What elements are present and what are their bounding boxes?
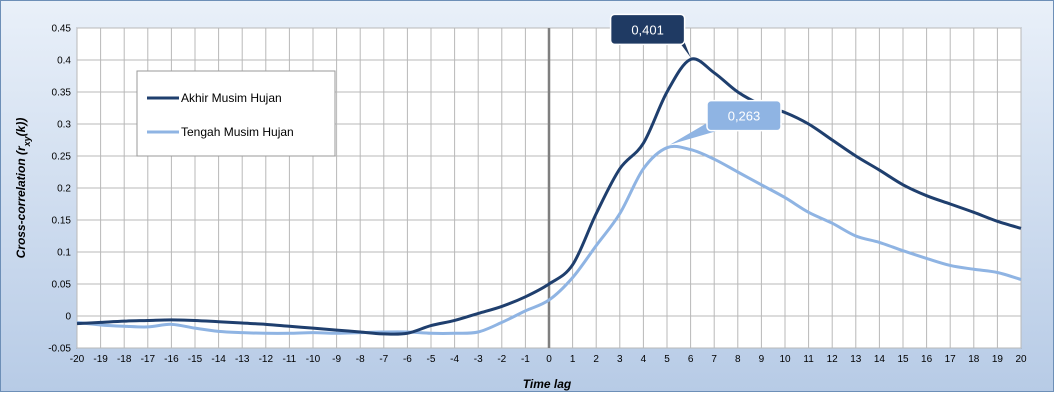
callout-label-1: 0,263 <box>728 109 761 124</box>
x-tick-label: -6 <box>403 354 412 365</box>
y-tick-label: 0.3 <box>57 120 71 131</box>
callout-label-0: 0,401 <box>631 22 664 37</box>
x-tick-label: -8 <box>356 354 365 365</box>
legend-box <box>136 70 336 157</box>
x-tick-label: -1 <box>521 354 530 365</box>
y-tick-label: 0 <box>65 312 71 323</box>
x-tick-label: 9 <box>759 354 765 365</box>
x-tick-label: 4 <box>641 354 647 365</box>
y-tick-label: 0.15 <box>52 216 72 227</box>
x-tick-label: -16 <box>164 354 179 365</box>
callout-box-0 <box>609 13 686 46</box>
y-tick-label: 0.2 <box>57 184 71 195</box>
y-tick-label: 0.25 <box>52 152 72 163</box>
x-tick-label: -7 <box>379 354 388 365</box>
x-tick-label: -11 <box>283 354 297 365</box>
x-tick-label: -12 <box>259 354 274 365</box>
x-tick-label: 15 <box>897 354 909 365</box>
x-tick-label: 5 <box>664 354 670 365</box>
y-tick-label: -0.05 <box>48 344 71 355</box>
x-tick-label: -20 <box>70 354 85 365</box>
x-tick-label: -3 <box>474 354 483 365</box>
x-tick-label: 12 <box>827 354 839 365</box>
y-tick-label: 0.45 <box>52 24 72 35</box>
y-axis-title: Cross-correlation (rxy(k)) <box>14 118 32 259</box>
x-tick-label: 17 <box>945 354 957 365</box>
x-tick-label: 10 <box>779 354 791 365</box>
legend-label-1: Tengah Musim Hujan <box>181 125 294 139</box>
legend-label-0: Akhir Musim Hujan <box>181 91 282 105</box>
x-tick-label: 8 <box>735 354 741 365</box>
x-tick-label: 0 <box>546 354 552 365</box>
x-tick-label: -4 <box>450 354 459 365</box>
x-tick-label: 7 <box>711 354 717 365</box>
x-tick-label: -19 <box>93 354 108 365</box>
x-tick-label: 16 <box>921 354 933 365</box>
x-tick-label: 14 <box>874 354 886 365</box>
x-tick-label: -17 <box>141 354 156 365</box>
x-tick-label: -9 <box>332 354 341 365</box>
x-tick-label: 19 <box>992 354 1004 365</box>
y-tick-label: 0.1 <box>57 248 71 259</box>
x-tick-label: 1 <box>570 354 576 365</box>
x-tick-label: -15 <box>188 354 203 365</box>
callout-box-1 <box>706 99 782 132</box>
series-line-0 <box>76 57 1022 336</box>
x-tick-label: -5 <box>427 354 436 365</box>
x-tick-label: -2 <box>497 354 506 365</box>
x-tick-label: -14 <box>211 354 226 365</box>
series-line-1 <box>76 144 1022 335</box>
x-axis-title: Time lag <box>523 377 572 391</box>
x-tick-label: -13 <box>235 354 250 365</box>
x-tick-label: 6 <box>688 354 694 365</box>
x-tick-label: 11 <box>803 354 814 365</box>
x-tick-label: -10 <box>306 354 321 365</box>
x-tick-label: 2 <box>593 354 599 365</box>
x-tick-label: 20 <box>1015 354 1027 365</box>
y-tick-label: 0.05 <box>52 280 72 291</box>
y-tick-label: 0.35 <box>52 88 72 99</box>
x-tick-label: 18 <box>968 354 980 365</box>
x-tick-label: -18 <box>117 354 132 365</box>
x-tick-label: 3 <box>617 354 623 365</box>
y-tick-label: 0.4 <box>57 56 71 67</box>
x-tick-label: 13 <box>850 354 862 365</box>
